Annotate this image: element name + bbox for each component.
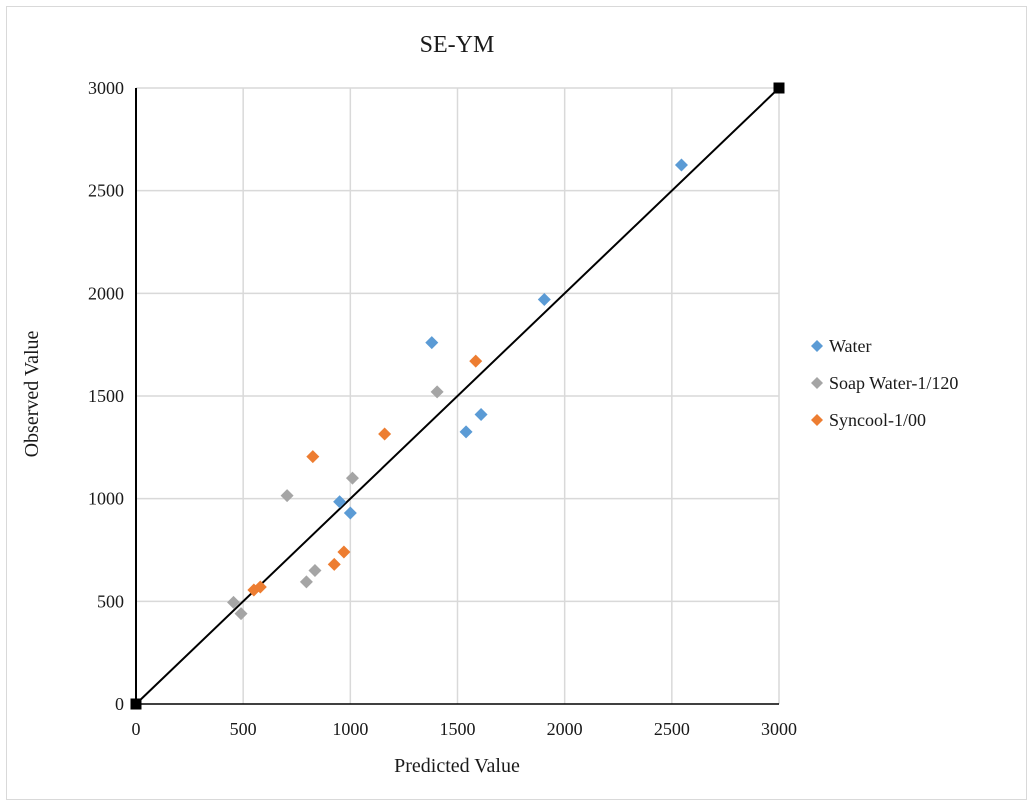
reference-line-marker <box>130 698 142 710</box>
data-point <box>343 506 357 520</box>
legend-label: Soap Water-1/120 <box>829 373 958 393</box>
y-tick-label: 2000 <box>88 283 124 303</box>
series-2 <box>247 354 483 597</box>
data-point <box>337 545 351 559</box>
data-point <box>333 495 347 509</box>
data-point <box>306 450 320 464</box>
data-point <box>299 575 313 589</box>
data-point <box>345 471 359 485</box>
chart-frame <box>6 6 1027 800</box>
legend-marker <box>811 414 823 426</box>
y-axis-label: Observed Value <box>21 330 43 457</box>
x-tick-label: 2500 <box>654 719 690 739</box>
data-points <box>227 158 688 621</box>
y-tick-label: 2500 <box>88 181 124 201</box>
y-tick-label: 1500 <box>88 386 124 406</box>
data-point <box>253 580 267 594</box>
data-point <box>327 557 341 571</box>
series-0 <box>333 158 688 520</box>
x-tick-label: 1500 <box>440 719 476 739</box>
legend-marker <box>811 377 823 389</box>
legend-label: Water <box>829 336 872 356</box>
reference-line-segment <box>135 87 780 705</box>
y-tick-labels: 0 500 1000 1500 2000 2500 3000 <box>88 78 124 714</box>
x-axis-label: Predicted Value <box>394 755 520 777</box>
axes <box>135 88 779 705</box>
x-tick-labels: 0 500 1000 1500 2000 2500 3000 <box>132 719 798 739</box>
x-tick-label: 1000 <box>332 719 368 739</box>
data-point <box>674 158 688 172</box>
x-tick-label: 0 <box>132 719 141 739</box>
data-point <box>227 595 241 609</box>
data-point <box>459 425 473 439</box>
data-point <box>469 354 483 368</box>
data-point <box>430 385 444 399</box>
legend-label: Syncool-1/00 <box>829 410 926 430</box>
data-point <box>474 407 488 421</box>
chart-title: SE-YM <box>420 32 495 58</box>
legend: Water Soap Water-1/120 Syncool-1/00 <box>811 336 958 430</box>
x-tick-label: 2000 <box>547 719 583 739</box>
data-point <box>537 292 551 306</box>
y-tick-label: 3000 <box>88 78 124 98</box>
data-point <box>308 564 322 578</box>
data-point <box>425 336 439 350</box>
reference-line-marker <box>773 82 785 94</box>
data-point <box>280 489 294 503</box>
data-point <box>378 427 392 441</box>
series-1 <box>227 385 444 621</box>
x-tick-label: 3000 <box>761 719 797 739</box>
y-tick-label: 500 <box>97 591 124 611</box>
reference-line <box>130 82 785 710</box>
x-tick-label: 500 <box>230 719 257 739</box>
y-tick-label: 1000 <box>88 489 124 509</box>
data-point <box>234 607 248 621</box>
y-tick-label: 0 <box>115 694 124 714</box>
legend-marker <box>811 340 823 352</box>
